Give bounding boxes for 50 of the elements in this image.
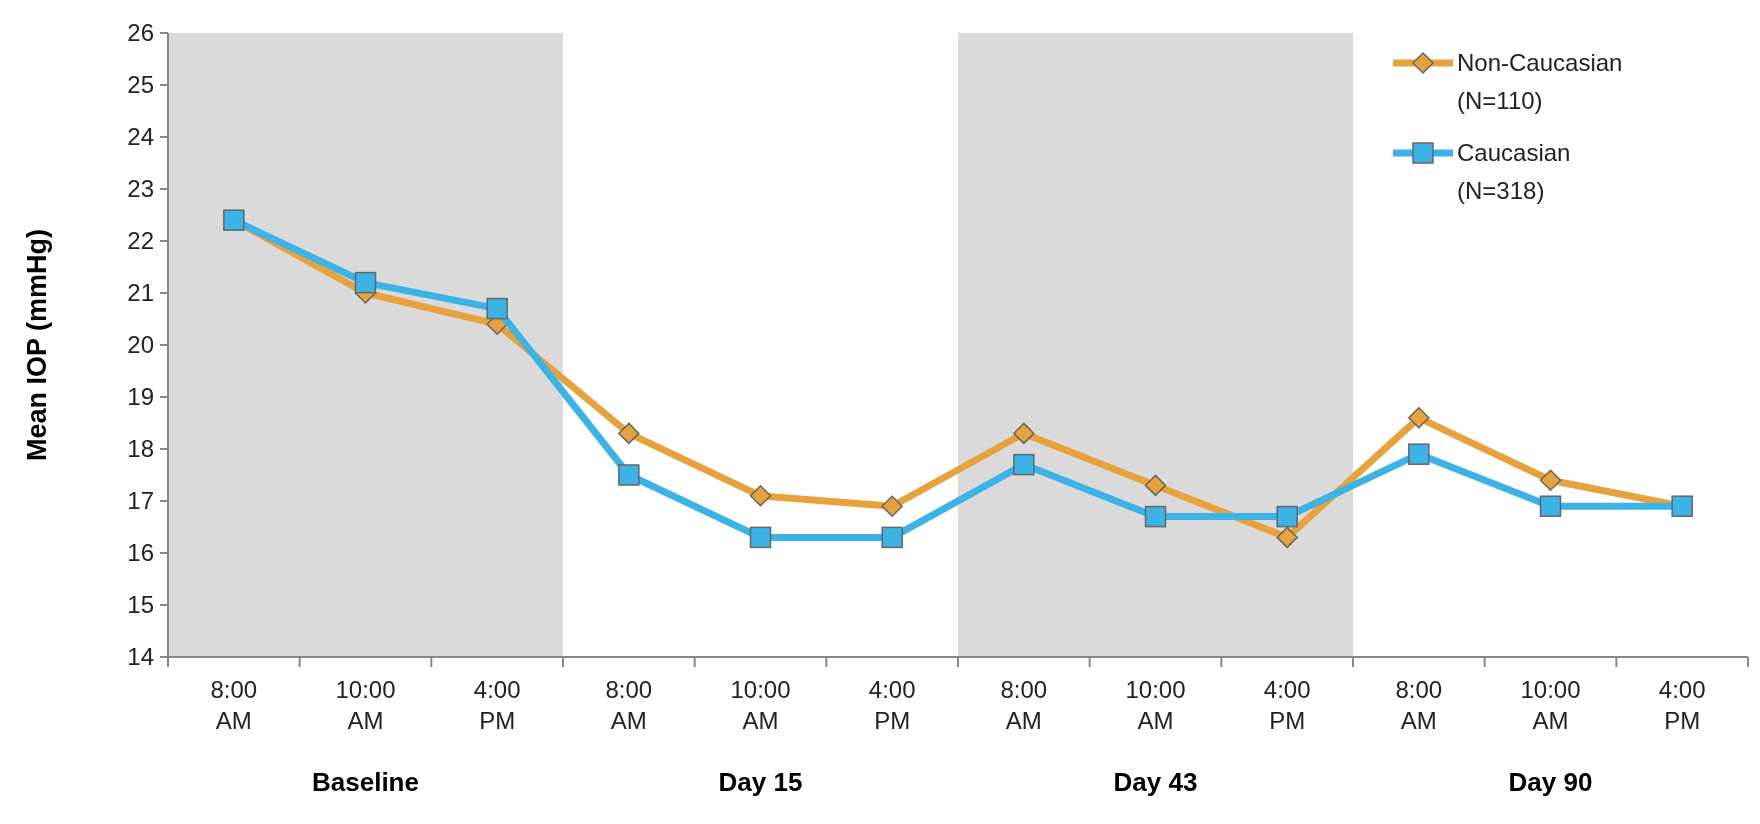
legend-label: Caucasian (N=318)	[1457, 139, 1571, 205]
point	[881, 495, 903, 517]
text: Day 90	[1508, 767, 1593, 797]
point	[1539, 495, 1562, 517]
y-tick-label: 21	[127, 279, 154, 307]
y-tick-label: 24	[127, 123, 154, 151]
x-tick-label: 4:00 PM	[1658, 676, 1706, 734]
point	[1144, 505, 1167, 528]
legend-label: Non-Caucasian (N=110)	[1457, 49, 1623, 115]
y-tick-label: 14	[127, 643, 154, 671]
x-tick-label: 8:00 AM	[1395, 676, 1443, 734]
x-tick-label: 10:00 AM	[1520, 676, 1581, 734]
text: Baseline	[312, 767, 419, 797]
y-axis-title: Mean IOP (mmHg)	[22, 228, 52, 462]
x-tick-label: 4:00 PM	[868, 676, 916, 734]
y-tick-label: 17	[127, 487, 154, 515]
x-tick-label: 10:00 AM	[730, 676, 791, 734]
y-tick-label: 20	[127, 331, 154, 359]
y-tick-label: 22	[127, 227, 154, 255]
x-tick-label: 8:00 AM	[1000, 676, 1048, 734]
y-tick-label: 19	[127, 383, 154, 411]
x-tick-label: 8:00 AM	[605, 676, 653, 734]
text: Day 43	[1113, 767, 1198, 797]
point	[618, 464, 640, 486]
point	[618, 422, 640, 445]
point	[1013, 422, 1035, 445]
point	[1539, 469, 1562, 491]
y-tick-label: 23	[127, 175, 154, 203]
point	[881, 526, 903, 549]
text: Day 15	[718, 767, 803, 797]
point	[1013, 453, 1035, 476]
point	[486, 297, 508, 320]
y-tick-label: 15	[127, 591, 154, 619]
point	[749, 485, 772, 507]
point	[354, 271, 377, 294]
point	[1276, 526, 1298, 549]
point	[1408, 443, 1430, 465]
y-tick-label: 16	[127, 539, 154, 567]
y-tick-label: 26	[127, 19, 154, 47]
x-tick-label: 8:00 AM	[210, 676, 258, 734]
y-tick-label: 25	[127, 71, 154, 99]
point	[1144, 474, 1167, 497]
y-tick-label: 18	[127, 435, 154, 463]
x-tick-label: 4:00 PM	[1263, 676, 1311, 734]
x-tick-label: 10:00 AM	[1125, 676, 1186, 734]
x-tick-label: 4:00 PM	[473, 676, 521, 734]
x-tick-label: 10:00 AM	[335, 676, 396, 734]
point	[1408, 407, 1430, 429]
point	[749, 526, 772, 549]
point	[1276, 505, 1298, 528]
